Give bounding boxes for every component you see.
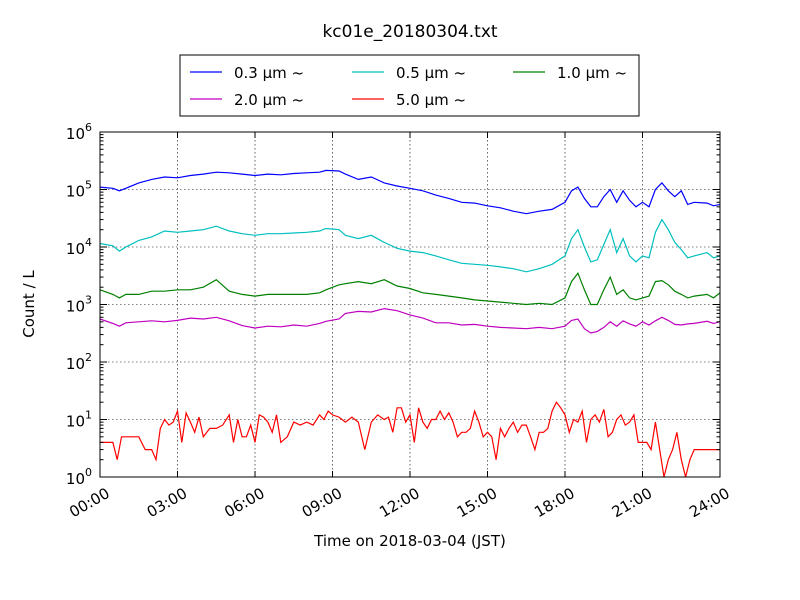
y-tick-label: 10 0 [66,466,92,488]
y-axis-label: Count / L [20,270,38,338]
x-tick-label: 03:00 [144,484,190,521]
y-tick-label-exponent: 1 [85,409,92,422]
x-tick-label: 18:00 [531,484,577,521]
legend-label: 0.3 μm ~ [234,64,304,82]
y-tick-label-base: 10 [66,298,85,316]
series-line-2 [99,218,721,273]
legend-box [179,54,640,117]
x-tick-label: 12:00 [376,484,422,521]
y-tick-label-base: 10 [66,355,85,373]
y-tick-label-exponent: 3 [85,294,92,307]
y-tick-label-exponent: 4 [85,236,92,249]
x-tick-label: 06:00 [221,484,267,521]
y-tick-label: 10 3 [66,294,92,316]
y-tick-label-exponent: 2 [85,351,92,364]
y-tick-label-exponent: 5 [85,179,92,192]
y-tick-label: 10 4 [66,236,92,258]
x-tick-label: 00:00 [66,484,112,521]
y-tick-label: 10 1 [66,409,92,431]
y-tick-label-base: 10 [66,413,85,431]
y-tick-label-base: 10 [66,470,85,488]
y-tick-label-base: 10 [66,183,85,201]
x-tick-label: 21:00 [609,484,655,521]
series-line-4 [99,307,721,334]
legend-label: 0.5 μm ~ [396,64,466,82]
y-tick-label-base: 10 [66,125,85,143]
grid-lines [99,131,721,478]
y-tick-label: 10 2 [66,351,92,373]
y-tick-label-base: 10 [66,240,85,258]
x-tick-labels: 00:00 03:00 06:00 09:00 12:00 15:00 18:00 21:00… [66,484,732,521]
x-tick-label: 15:00 [454,484,500,521]
series-layer [99,169,721,478]
x-tick-label: 24:00 [686,484,732,521]
y-tick-label-exponent: 6 [85,121,92,134]
legend: 0.3 μm ~ 0.5 μm ~ 1.0 μm ~ 2.0 μm ~ 5.0 μm ~ [179,54,640,117]
axis-ticks [99,131,721,478]
series-line-3 [99,271,721,306]
legend-label: 2.0 μm ~ [234,91,304,109]
y-tick-label: 10 5 [66,179,92,201]
x-axis-label: Time on 2018-03-04 (JST) [313,532,506,550]
legend-label: 1.0 μm ~ [557,64,627,82]
series-line-5 [100,401,720,478]
x-tick-label: 09:00 [299,484,345,521]
y-tick-label: 10 6 [66,121,92,143]
chart-title: kc01e_20180304.txt [322,22,497,42]
legend-label: 5.0 μm ~ [396,91,466,109]
series-line-1 [99,169,721,215]
y-tick-label-exponent: 0 [85,466,92,479]
